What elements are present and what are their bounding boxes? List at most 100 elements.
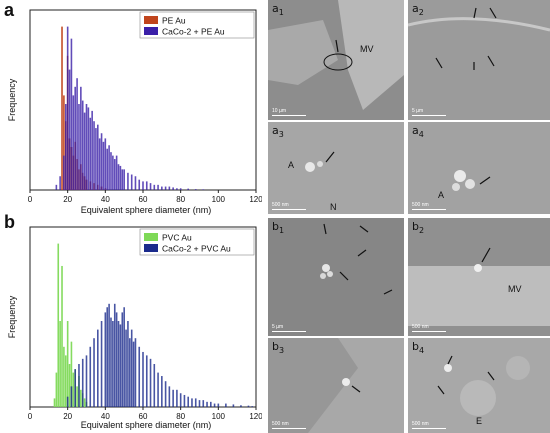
chart-a-bar (87, 107, 90, 190)
micrograph-b1-label: b1 (272, 220, 285, 236)
chart-b-legend-swatch (144, 244, 158, 252)
micrograph-b3-label: b3 (272, 340, 285, 356)
micrograph-b2: b2 MV 500 nm (408, 218, 550, 336)
chart-b-bar (61, 265, 63, 407)
micrograph-a4-scale-text: 500 nm (412, 202, 429, 208)
chart-b-bar (117, 321, 120, 407)
chart-b-bar (123, 307, 125, 407)
chart-b-bar (134, 338, 137, 407)
chart-a-bar (89, 117, 92, 190)
chart-a-bar (102, 141, 105, 190)
chart-b-x-tick-label: 40 (101, 412, 110, 421)
chart-a-bar (93, 121, 95, 190)
chart-b-bar (125, 329, 127, 407)
chart-a-bar (95, 128, 97, 190)
chart-a-bar (80, 86, 82, 190)
chart-b-bar (85, 355, 88, 407)
y-axis-label-b: Frequency (7, 295, 17, 338)
chart-a-bar (68, 69, 71, 190)
chart-b-bar (66, 321, 69, 407)
chart-a-x-tick-label: 60 (139, 195, 148, 204)
chart-a-bar (149, 183, 152, 190)
micrograph-a4-texture (408, 122, 550, 214)
chart-a-bar (55, 184, 58, 190)
micrograph-b3-texture (268, 338, 404, 433)
chart-a-bar (145, 181, 148, 190)
chart-b-legend-label: CaCo-2 + PVC Au (162, 244, 231, 254)
chart-b-bar (240, 405, 242, 407)
chart-a-bar (115, 155, 118, 190)
chart-a-x-tick-label: 40 (101, 195, 110, 204)
micrograph-b3: b3 500 nm (268, 338, 404, 433)
chart-b-bar (142, 351, 144, 407)
chart-b-x-tick-label: 100 (212, 412, 226, 421)
chart-b-bar (113, 303, 116, 407)
micrograph-a4-scale-bar (412, 209, 446, 210)
micrograph-a4: a4 A 500 nm (408, 122, 550, 214)
chart-a-bar (127, 172, 129, 190)
chart-b-x-tick-label: 20 (63, 412, 72, 421)
micrograph-a2-scale-bar (412, 115, 446, 116)
chart-b-x-tick-label: 0 (28, 412, 33, 421)
chart-b-bar (119, 324, 122, 407)
chart-b-bar (81, 358, 84, 407)
micrograph-b4-scale-text: 500 nm (412, 421, 429, 427)
chart-b-bar (72, 372, 75, 407)
y-axis-label-a: Frequency (7, 78, 17, 121)
chart-b-bar (153, 364, 156, 407)
chart-b-bar (70, 341, 73, 407)
micrograph-b1: b1 5 µm (268, 218, 404, 336)
chart-a-bar (63, 95, 65, 190)
chart-a-bar (202, 189, 205, 190)
chart-a-bar (100, 133, 103, 190)
micrograph-a3-feature-2: N (330, 202, 337, 212)
chart-b-bar (232, 404, 235, 407)
chart-a-bar (134, 176, 137, 190)
chart-b-bar (104, 312, 107, 407)
chart-a-bar (83, 112, 86, 190)
micrograph-b2-scale-text: 500 nm (412, 324, 429, 330)
chart-b-bar (145, 355, 148, 407)
chart-b-legend-swatch (144, 233, 158, 241)
chart-b-bar (164, 381, 167, 407)
chart-a-bar (142, 181, 144, 190)
chart-b-bar (110, 317, 112, 407)
chart-b-bar (68, 364, 71, 407)
micrograph-a2-texture (408, 0, 550, 120)
micrograph-b4-scale-bar (412, 428, 446, 429)
chart-a-legend (139, 11, 255, 39)
micrograph-a3-texture (268, 122, 404, 214)
micrograph-a1-label: a1 (272, 2, 284, 18)
chart-b-bar (93, 338, 95, 407)
chart-a-bar (112, 155, 114, 190)
chart-b-bar (74, 369, 76, 407)
chart-a-x-tick-label: 0 (28, 195, 33, 204)
chart-b-bar (64, 355, 67, 407)
chart-a-bar (97, 124, 99, 190)
chart-b-bar (80, 389, 82, 407)
chart-b-x-tick-label: 60 (139, 412, 148, 421)
chart-a-bar (70, 38, 73, 190)
micrograph-b4: b4 E 500 nm (408, 338, 550, 433)
micrograph-a4-feature: A (438, 190, 445, 200)
chart-b-bar (168, 386, 171, 407)
chart-a-bar (76, 78, 78, 190)
micrograph-b2-scale-bar (412, 331, 446, 332)
chart-b-bar (115, 312, 118, 407)
chart-a-bar (74, 86, 76, 190)
chart-a-bar (85, 104, 88, 190)
chart-a-bar (153, 184, 156, 190)
chart-b-bar (70, 386, 73, 407)
chart-b-bar (247, 405, 250, 407)
chart-a-bar (130, 174, 133, 190)
chart-b-bar (217, 403, 220, 407)
chart-b-bar (130, 329, 133, 407)
chart-a-x-tick-label: 80 (176, 195, 185, 204)
chart-b-x-tick-label: 80 (176, 412, 185, 421)
chart-a-bar (179, 188, 182, 190)
chart-b-bar (210, 401, 212, 407)
panel-letter-a: a (4, 0, 15, 20)
micrograph-a1: a1 MV 10 µm (268, 0, 404, 120)
x-axis-label-a: Equivalent sphere diameter (nm) (81, 205, 212, 215)
